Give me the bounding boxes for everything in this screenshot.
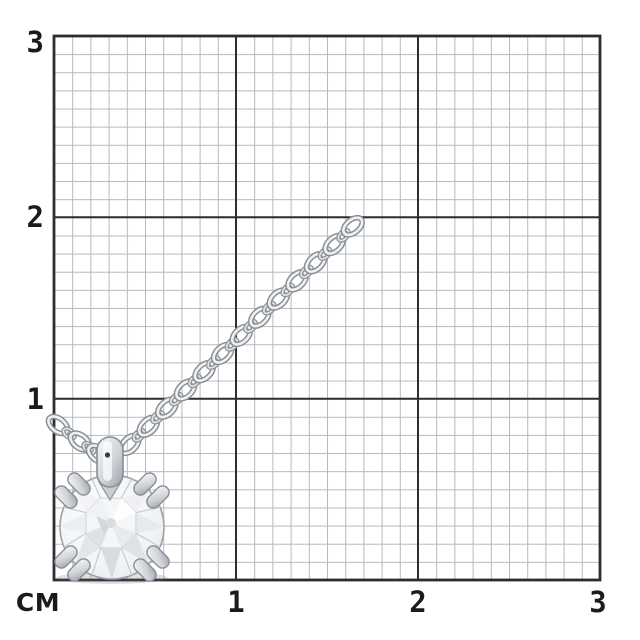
y-tick-2: 2 bbox=[26, 200, 44, 234]
unit-label: CM bbox=[15, 588, 61, 617]
grid-border bbox=[52, 34, 602, 582]
pendant-necklace-image bbox=[45, 214, 365, 585]
x-tick-1: 1 bbox=[227, 585, 245, 619]
x-tick-3: 3 bbox=[589, 585, 607, 619]
round-brilliant-diamond bbox=[59, 474, 165, 580]
bail-rivet bbox=[104, 452, 111, 458]
y-tick-1: 1 bbox=[26, 382, 44, 416]
x-tick-2: 2 bbox=[409, 585, 427, 619]
bail bbox=[96, 436, 124, 488]
major-gridlines bbox=[54, 36, 600, 580]
y-tick-3: 3 bbox=[26, 25, 44, 59]
